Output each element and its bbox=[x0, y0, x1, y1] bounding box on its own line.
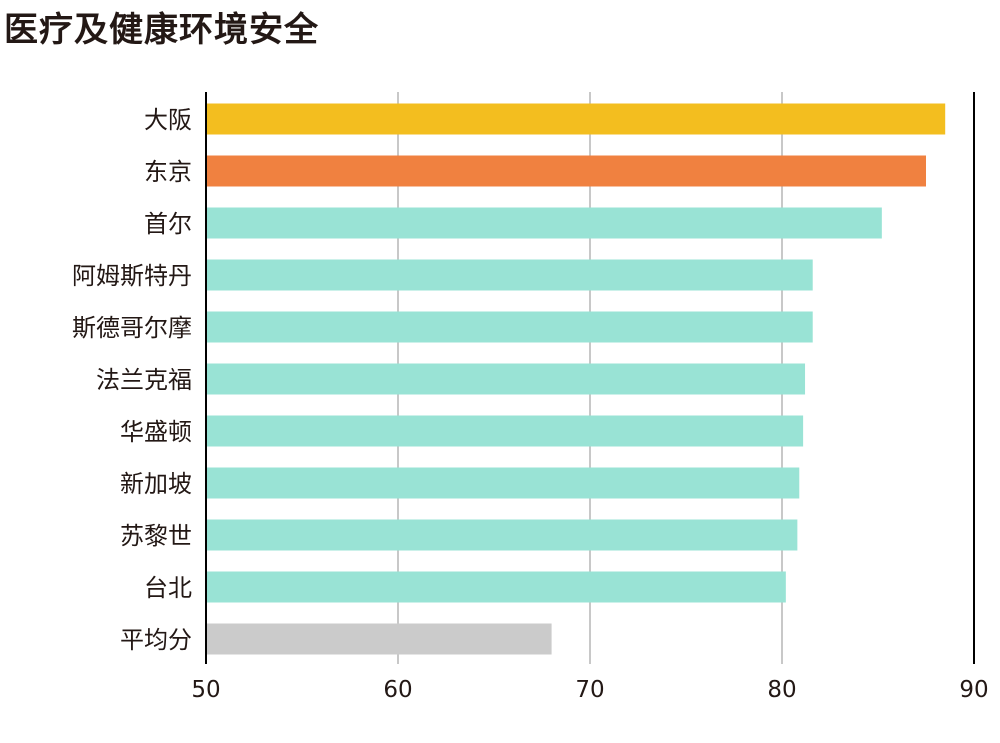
bar-6 bbox=[206, 415, 804, 447]
tick-label-70: 70 bbox=[575, 677, 604, 703]
category-label-3: 阿姆斯特丹 bbox=[72, 262, 192, 290]
bar-4 bbox=[206, 311, 813, 343]
bar-0 bbox=[206, 103, 946, 135]
bar-10 bbox=[206, 623, 552, 655]
category-label-10: 平均分 bbox=[120, 626, 192, 654]
bars bbox=[206, 103, 946, 655]
bar-8 bbox=[206, 519, 798, 551]
category-label-1: 东京 bbox=[144, 158, 192, 186]
bar-5 bbox=[206, 363, 806, 395]
category-label-2: 首尔 bbox=[144, 210, 192, 238]
bar-2 bbox=[206, 207, 882, 239]
category-label-6: 华盛顿 bbox=[120, 418, 192, 446]
chart-title: 医疗及健康环境安全 bbox=[4, 10, 319, 50]
bar-9 bbox=[206, 571, 786, 603]
category-label-0: 大阪 bbox=[144, 106, 192, 134]
category-label-5: 法兰克福 bbox=[96, 366, 192, 394]
axes bbox=[205, 92, 975, 664]
bar-1 bbox=[206, 155, 926, 187]
bar-7 bbox=[206, 467, 800, 499]
tick-label-50: 50 bbox=[191, 677, 220, 703]
category-label-7: 新加坡 bbox=[120, 470, 192, 498]
bar-3 bbox=[206, 259, 813, 291]
category-label-9: 台北 bbox=[144, 574, 192, 602]
category-label-4: 斯德哥尔摩 bbox=[72, 314, 192, 342]
category-label-8: 苏黎世 bbox=[120, 522, 192, 550]
tick-label-80: 80 bbox=[767, 677, 796, 703]
tick-label-60: 60 bbox=[383, 677, 412, 703]
tick-label-90: 90 bbox=[959, 677, 988, 703]
tick-labels: 50 60 70 80 90 bbox=[191, 677, 988, 703]
